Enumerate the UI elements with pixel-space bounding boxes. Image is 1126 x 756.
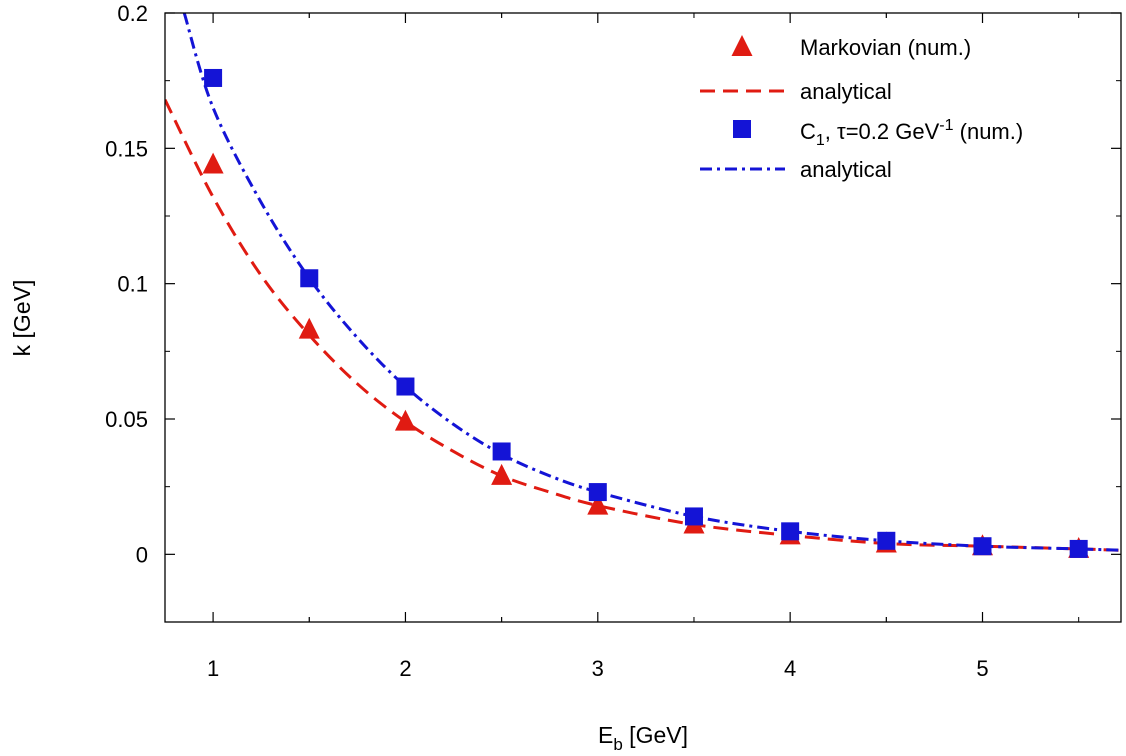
legend-label-c1: C1, τ=0.2 GeV-1 (num.) <box>800 117 1023 149</box>
x-tick-label: 5 <box>976 656 988 681</box>
x-tick-label: 4 <box>784 656 796 681</box>
legend-c1-subscript: 1 <box>816 132 825 149</box>
ticks-layer <box>165 12 1121 622</box>
legend-c1-mid: , τ=0.2 GeV <box>825 119 940 144</box>
data-point-c1 <box>492 442 511 461</box>
legend-marker-c1 <box>733 120 751 138</box>
legend-label-markovian: Markovian (num.) <box>800 35 971 60</box>
x-axis-label-unit: [GeV] <box>623 722 688 748</box>
legend-c1-tail: (num.) <box>954 119 1024 144</box>
y-axis-label: k [GeV] <box>9 280 35 357</box>
legend-c1-main: C <box>800 119 816 144</box>
y-tick-label: 0.2 <box>117 1 148 26</box>
data-point-markovian <box>491 463 513 485</box>
tick-labels-layer: 1 2 3 4 5 0 0.05 0.1 0.15 0.2 <box>105 1 988 681</box>
data-point-c1 <box>204 68 223 87</box>
x-axis-label: Eb [GeV] <box>598 722 688 754</box>
y-tick-label: 0.05 <box>105 407 148 432</box>
data-point-markovian <box>587 493 609 515</box>
x-axis-label-main: E <box>598 722 613 748</box>
data-point-markovian <box>202 152 224 174</box>
y-tick-label: 0.15 <box>105 136 148 161</box>
x-axis-label-subscript: b <box>613 735 622 754</box>
data-point-c1 <box>684 507 703 526</box>
data-point-c1 <box>396 377 415 396</box>
data-point-c1 <box>973 537 992 556</box>
series-line-analytical_1 <box>165 98 1121 552</box>
data-point-c1 <box>588 483 607 502</box>
y-tick-label: 0 <box>136 542 148 567</box>
legend-c1-superscript: -1 <box>939 117 953 134</box>
legend: Markovian (num.) analytical C1, τ=0.2 Ge… <box>700 35 1023 182</box>
markers-layer <box>202 68 1090 558</box>
data-point-markovian <box>298 317 320 339</box>
series-line-analytical_2 <box>182 13 1121 552</box>
y-tick-label: 0.1 <box>117 272 148 297</box>
curves-layer <box>165 13 1121 552</box>
legend-label-analytical-1: analytical <box>800 79 892 104</box>
data-point-c1 <box>300 269 319 288</box>
legend-label-analytical-2: analytical <box>800 157 892 182</box>
data-point-c1 <box>781 522 800 541</box>
x-tick-label: 2 <box>399 656 411 681</box>
legend-samples <box>700 35 785 171</box>
legend-marker-markovian <box>731 35 753 56</box>
x-tick-label: 1 <box>207 656 219 681</box>
data-point-c1 <box>1069 539 1088 558</box>
data-point-markovian <box>394 409 416 431</box>
plot-frame <box>164 12 1122 623</box>
x-tick-label: 3 <box>592 656 604 681</box>
data-point-c1 <box>877 531 896 550</box>
